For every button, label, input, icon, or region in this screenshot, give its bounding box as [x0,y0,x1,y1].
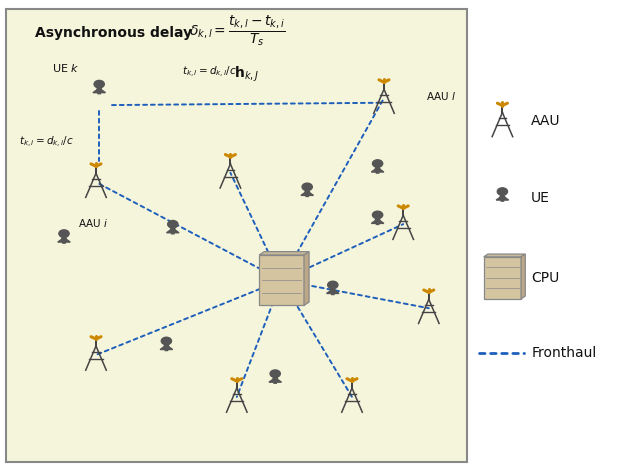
Circle shape [59,230,69,237]
Polygon shape [172,228,174,234]
FancyBboxPatch shape [6,9,467,462]
Polygon shape [501,195,504,201]
Text: $\delta_{k,l} = \dfrac{t_{k,l} - t_{k,i}}{T_s}$: $\delta_{k,l} = \dfrac{t_{k,l} - t_{k,i}… [189,13,285,48]
Circle shape [270,370,280,377]
Polygon shape [306,191,308,197]
Circle shape [168,220,178,228]
Text: Fronthaul: Fronthaul [531,346,596,360]
Polygon shape [484,254,525,257]
Polygon shape [376,219,379,225]
Text: Asynchronous delay: Asynchronous delay [35,26,193,40]
Text: AAU: AAU [531,114,561,128]
Polygon shape [326,289,339,293]
Text: CPU: CPU [531,271,559,285]
Polygon shape [274,377,276,383]
Polygon shape [304,252,309,305]
Polygon shape [63,237,65,243]
Polygon shape [496,195,509,200]
Circle shape [372,160,383,167]
Text: $\mathbf{h}_{k,J}$: $\mathbf{h}_{k,J}$ [234,65,259,85]
Polygon shape [259,252,309,255]
Text: UE: UE [531,191,550,205]
Polygon shape [160,345,173,349]
Text: AAU $l$: AAU $l$ [426,90,456,102]
Polygon shape [301,191,314,195]
Circle shape [497,188,508,195]
Text: AAU $i$: AAU $i$ [78,217,108,229]
Text: UE $k$: UE $k$ [52,62,80,74]
Polygon shape [269,377,282,382]
Polygon shape [484,257,521,299]
Circle shape [94,80,104,88]
Polygon shape [166,228,179,233]
Polygon shape [93,88,106,92]
Circle shape [328,281,338,289]
Polygon shape [371,167,384,172]
Circle shape [372,211,383,219]
Polygon shape [165,345,168,351]
Polygon shape [371,219,384,223]
Circle shape [161,337,172,345]
Polygon shape [332,289,334,295]
Polygon shape [259,255,304,305]
Text: $t_{k,i} = d_{k,i}/c$: $t_{k,i} = d_{k,i}/c$ [19,135,74,150]
Polygon shape [376,167,379,173]
Polygon shape [98,88,100,94]
Circle shape [302,183,312,191]
Polygon shape [521,254,525,299]
Text: $t_{k,l} = d_{k,l}/c$: $t_{k,l} = d_{k,l}/c$ [182,65,237,80]
Polygon shape [58,237,70,242]
